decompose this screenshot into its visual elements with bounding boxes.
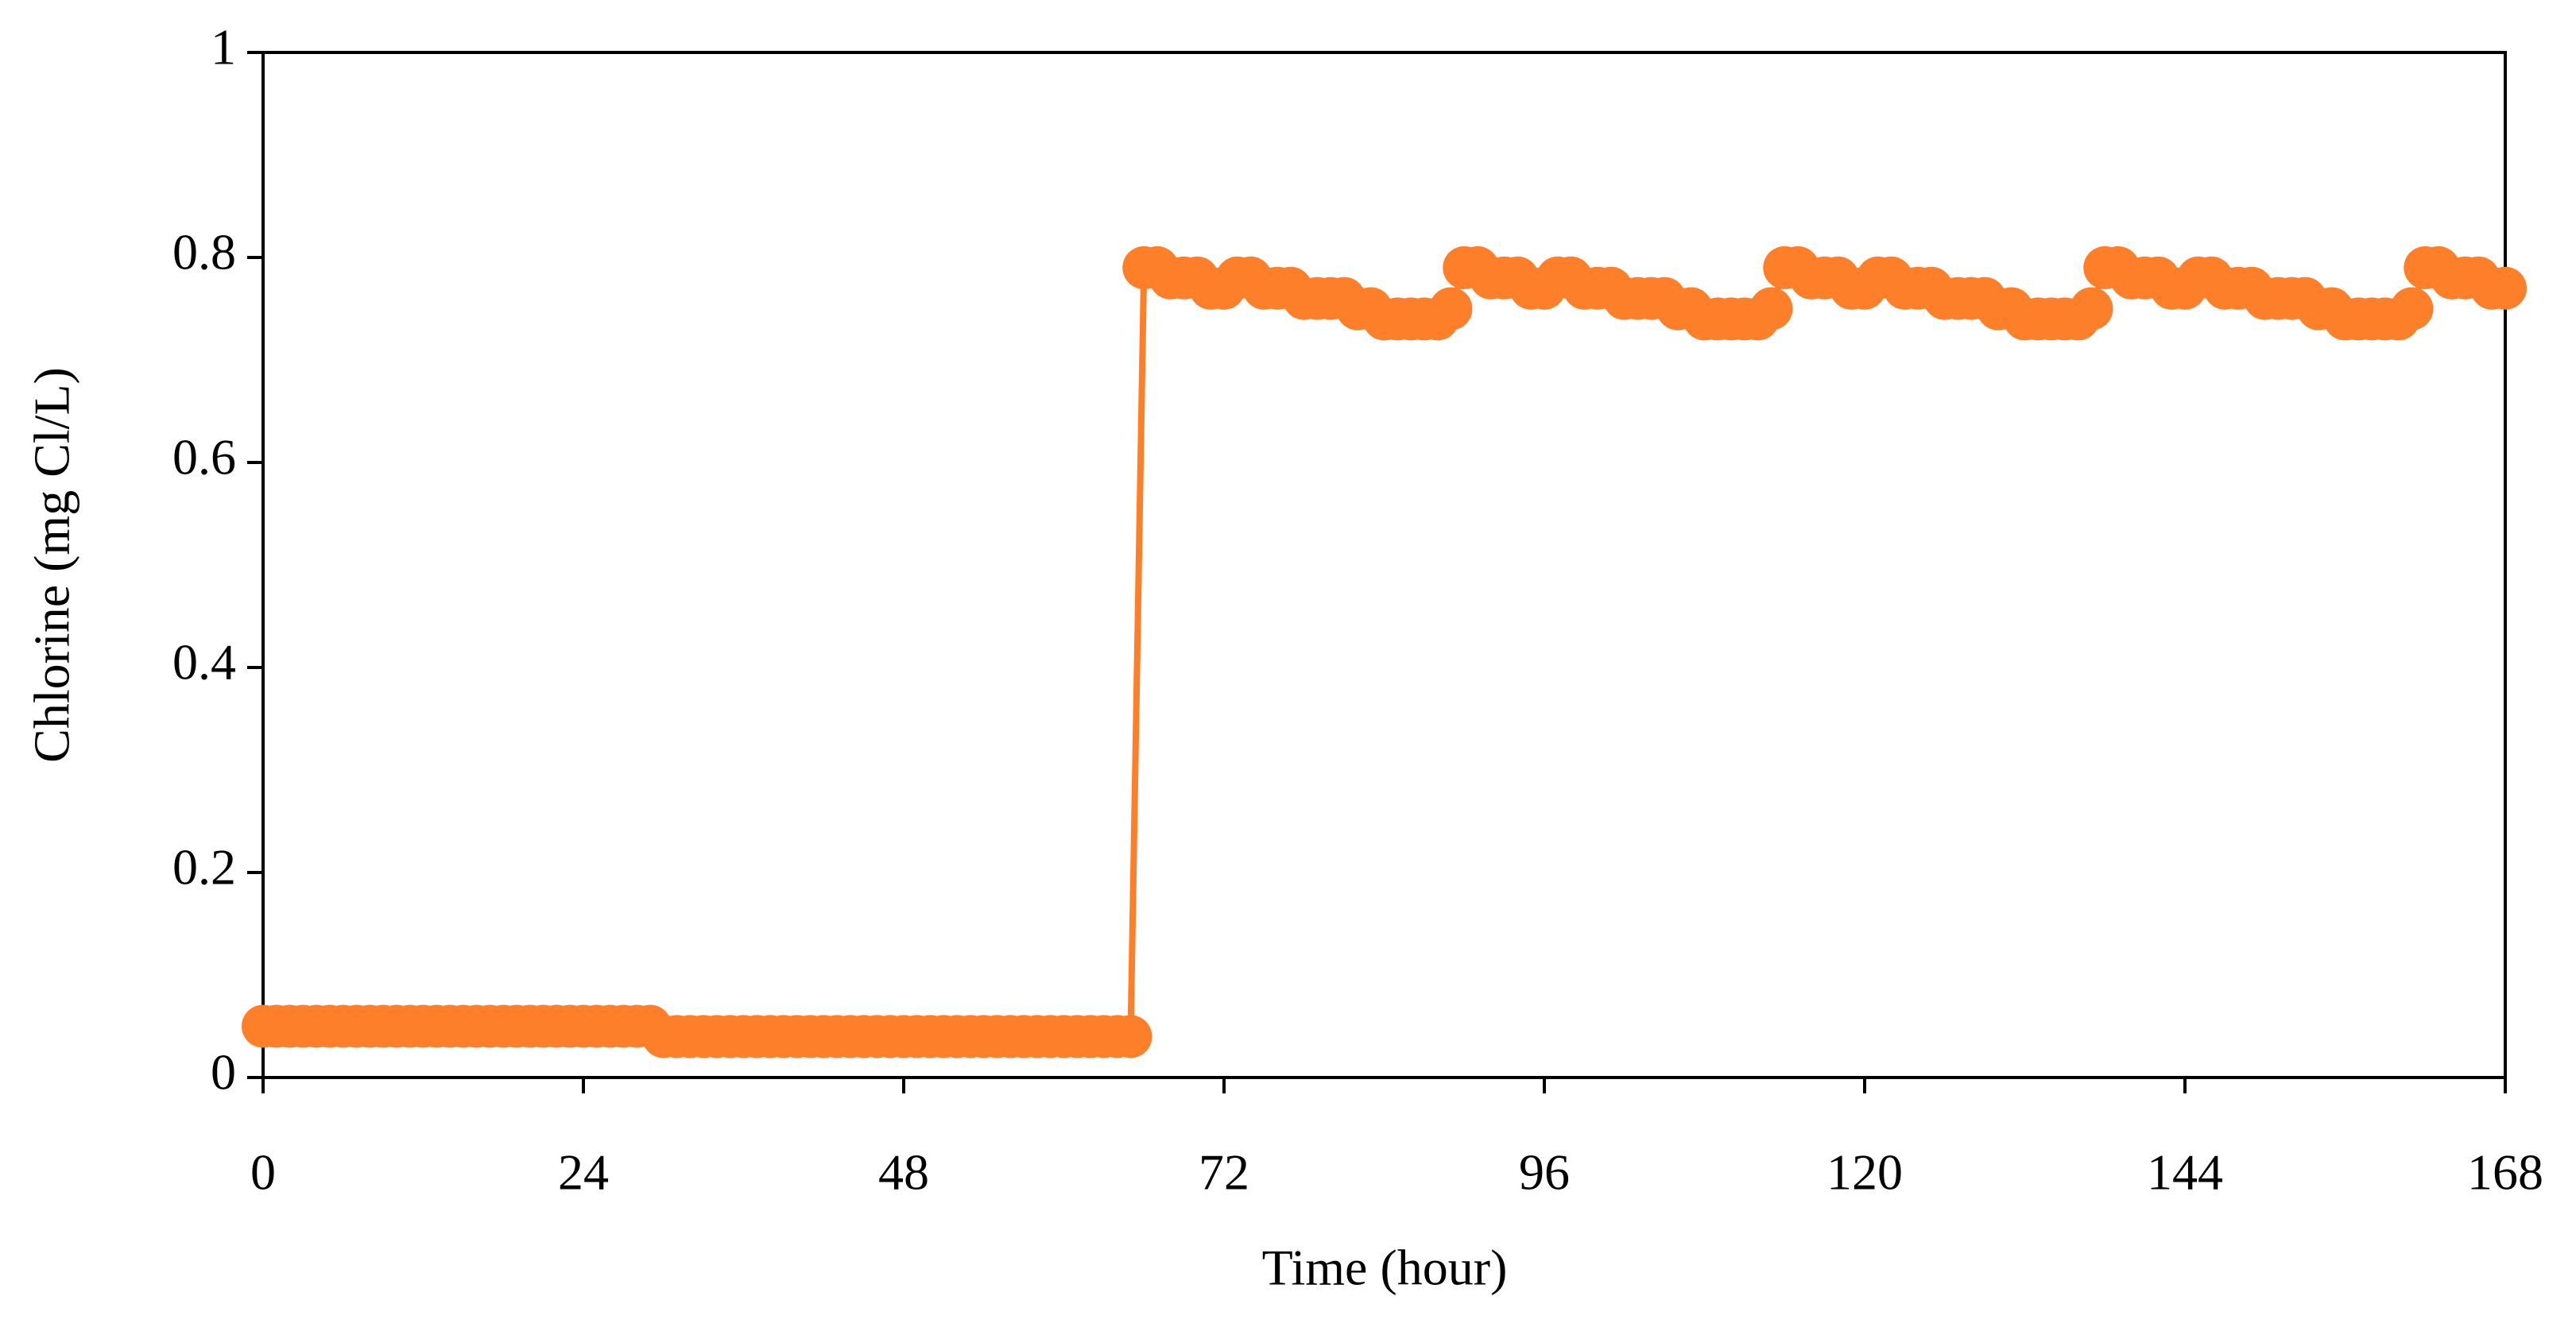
data-line [263, 264, 2505, 1040]
x-tick-label: 168 [2467, 1144, 2543, 1201]
x-tick-label: 72 [1199, 1144, 1249, 1201]
y-axis-label: Chlorine (mg Cl/L) [24, 367, 80, 763]
data-point [1749, 287, 1793, 331]
x-tick-label: 24 [558, 1144, 609, 1201]
data-point [1429, 287, 1473, 331]
x-tick-label: 96 [1519, 1144, 1570, 1201]
y-tick-label: 0 [211, 1044, 236, 1101]
x-tick-label: 0 [250, 1144, 276, 1201]
y-tick-label: 0.2 [172, 839, 236, 896]
x-axis-label: Time (hour) [1262, 1240, 1508, 1296]
x-tick-label: 120 [1826, 1144, 1903, 1201]
y-tick-label: 1 [211, 19, 236, 75]
plot-frame [261, 51, 2507, 1079]
x-tick-label: 144 [2147, 1144, 2223, 1201]
x-tick-label: 48 [878, 1144, 929, 1201]
data-point [2390, 287, 2434, 331]
y-tick-label: 0.8 [172, 224, 236, 281]
data-point [1109, 1015, 1152, 1058]
data-point [2484, 266, 2527, 310]
data-point [2070, 287, 2113, 331]
y-tick-label: 0.4 [172, 634, 236, 691]
y-tick-label: 0.6 [172, 429, 236, 486]
